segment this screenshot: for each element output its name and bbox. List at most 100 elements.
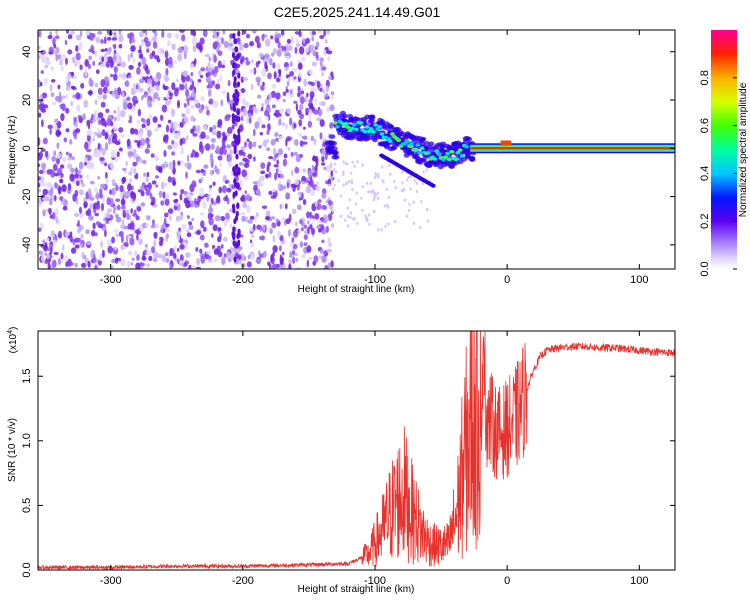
noise-blob: [280, 257, 284, 262]
noise-blob: [328, 200, 333, 206]
noise-blob: [42, 188, 48, 196]
noise-blob: [190, 72, 194, 77]
noise-blob: [57, 230, 63, 239]
noise-blob: [325, 93, 329, 98]
signal-blob: [428, 141, 435, 147]
noise-blob: [321, 188, 327, 195]
noise-blob: [151, 180, 157, 185]
noise-blob: [113, 49, 117, 55]
noise-blob: [274, 172, 277, 181]
noise-blob: [155, 72, 162, 81]
noise-blob: [135, 229, 140, 235]
noise-blob: [176, 78, 179, 82]
noise-blob: [300, 227, 304, 232]
noise-blob: [364, 214, 367, 218]
noise-blob: [279, 245, 282, 252]
noise-blob: [65, 75, 69, 83]
noise-blob: [79, 174, 83, 179]
noise-blob: [237, 138, 241, 145]
noise-blob: [155, 126, 159, 131]
noise-blob: [139, 144, 143, 149]
noise-blob: [315, 185, 321, 191]
noise-blob: [407, 208, 411, 212]
noise-blob: [191, 36, 198, 46]
noise-blob: [69, 173, 75, 182]
noise-blob: [145, 215, 149, 220]
noise-blob: [207, 62, 211, 67]
noise-blob: [74, 212, 79, 217]
noise-blob: [126, 96, 131, 102]
snr-ytick-label: 0.0: [21, 562, 33, 577]
noise-blob: [67, 34, 73, 40]
noise-blob: [286, 107, 292, 115]
noise-blob: [290, 169, 294, 177]
signal-core-blob: [333, 121, 338, 125]
noise-blob: [215, 122, 218, 126]
colorbar-tick-label: 0.8: [699, 70, 711, 85]
noise-blob: [243, 30, 247, 35]
noise-blob: [106, 50, 111, 55]
noise-blob: [198, 107, 203, 114]
noise-blob: [65, 107, 70, 114]
noise-blob: [70, 30, 75, 35]
noise-blob: [184, 162, 188, 167]
noise-blob: [75, 34, 82, 41]
noise-blob: [213, 258, 218, 263]
noise-blob: [56, 142, 60, 150]
noise-blob: [315, 51, 319, 60]
noise-blob: [212, 224, 218, 232]
noise-blob: [321, 204, 327, 210]
noise-blob: [252, 181, 259, 185]
noise-blob: [104, 133, 109, 140]
noise-blob: [162, 191, 166, 199]
signal-core-blob: [426, 151, 431, 155]
noise-blob: [301, 253, 307, 259]
noise-blob: [213, 54, 217, 63]
noise-blob: [298, 132, 302, 138]
noise-blob: [109, 73, 114, 78]
noise-blob: [72, 193, 77, 202]
noise-blob: [96, 148, 101, 157]
noise-blob: [247, 112, 252, 118]
noise-blob: [292, 184, 296, 192]
noise-blob: [209, 184, 213, 189]
noise-blob: [217, 155, 223, 161]
noise-blob: [64, 40, 68, 45]
noise-blob: [413, 179, 416, 183]
noise-blob: [233, 144, 237, 151]
noise-blob: [187, 97, 190, 107]
noise-blob: [185, 135, 189, 141]
noise-blob: [38, 202, 43, 208]
noise-blob: [75, 60, 81, 66]
noise-blob: [279, 235, 284, 242]
noise-blob: [238, 149, 244, 156]
noise-blob: [195, 152, 199, 158]
noise-blob: [84, 68, 88, 77]
noise-blob: [136, 233, 139, 241]
noise-blob: [214, 215, 221, 222]
noise-blob: [144, 244, 148, 248]
noise-blob: [209, 152, 214, 161]
noise-blob: [53, 123, 58, 131]
noise-blob: [200, 176, 204, 182]
signal-core-blob: [368, 127, 374, 131]
noise-blob: [130, 52, 133, 58]
noise-blob: [52, 37, 56, 47]
noise-blob: [50, 92, 55, 97]
snr-xtick-label: -100: [364, 575, 386, 587]
noise-blob: [152, 258, 158, 262]
noise-blob: [235, 99, 239, 106]
noise-blob: [147, 129, 152, 138]
noise-blob: [342, 183, 345, 187]
noise-blob: [188, 224, 194, 230]
noise-blob: [80, 233, 84, 239]
noise-blob: [109, 188, 112, 195]
noise-blob: [236, 202, 240, 209]
noise-blob: [139, 31, 144, 38]
noise-blob: [130, 192, 133, 196]
noise-blob: [373, 210, 376, 214]
noise-blob: [111, 37, 117, 41]
noise-blob: [74, 244, 80, 249]
